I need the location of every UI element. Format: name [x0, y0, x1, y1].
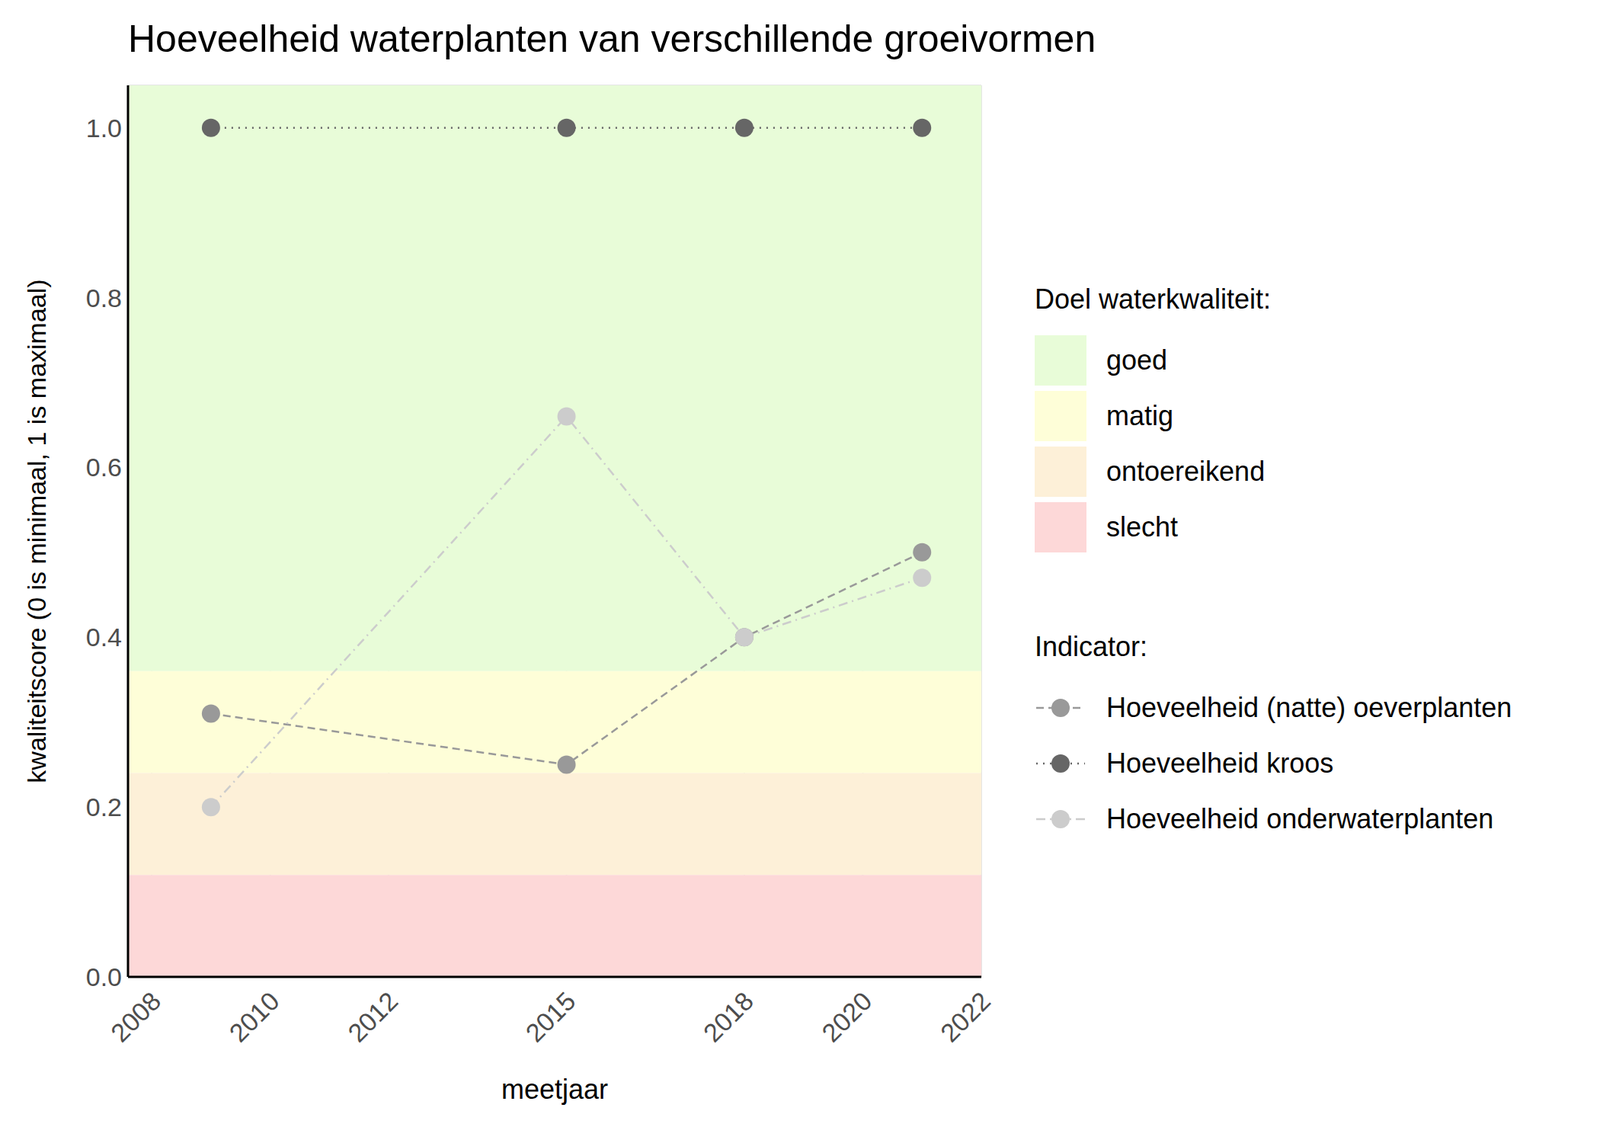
svg-text:2012: 2012	[342, 985, 404, 1047]
svg-text:1.0: 1.0	[86, 113, 122, 143]
html-text:goed: goed	[1106, 344, 1168, 376]
svg-text:2018: 2018	[697, 985, 759, 1047]
html-text:Doel waterkwaliteit:: Doel waterkwaliteit:	[1034, 283, 1271, 315]
html-text:ontoereikend: ontoereikend	[1106, 455, 1265, 487]
svg-text:2022: 2022	[934, 985, 996, 1047]
html-text:matig: matig	[1106, 399, 1174, 431]
svg-text:0.2: 0.2	[86, 792, 122, 822]
svg-text:meetjaar: meetjaar	[501, 1073, 608, 1105]
svg-text:0.0: 0.0	[86, 962, 122, 992]
svg-text:2020: 2020	[816, 985, 877, 1047]
svg-text:0.4: 0.4	[86, 622, 122, 652]
svg-text:0.8: 0.8	[86, 283, 122, 313]
html-text:Hoeveelheid kroos: Hoeveelheid kroos	[1106, 747, 1334, 779]
svg-text:2008: 2008	[105, 985, 167, 1047]
html-text:Hoeveelheid onderwaterplanten: Hoeveelheid onderwaterplanten	[1106, 802, 1494, 834]
html-text:Hoeveelheid waterplanten van v: Hoeveelheid waterplanten van verschillen…	[128, 17, 1096, 61]
svg-text:0.6: 0.6	[86, 452, 122, 482]
svg-text:2015: 2015	[519, 985, 581, 1047]
html-text:Hoeveelheid (natte) oeverplant: Hoeveelheid (natte) oeverplanten	[1106, 691, 1512, 723]
svg-text:kwaliteitscore (0 is minimaal,: kwaliteitscore (0 is minimaal, 1 is maxi…	[22, 278, 52, 783]
html-text:slecht: slecht	[1106, 510, 1178, 543]
svg-text:2010: 2010	[223, 985, 285, 1047]
html-text:Indicator:: Indicator:	[1034, 630, 1148, 663]
